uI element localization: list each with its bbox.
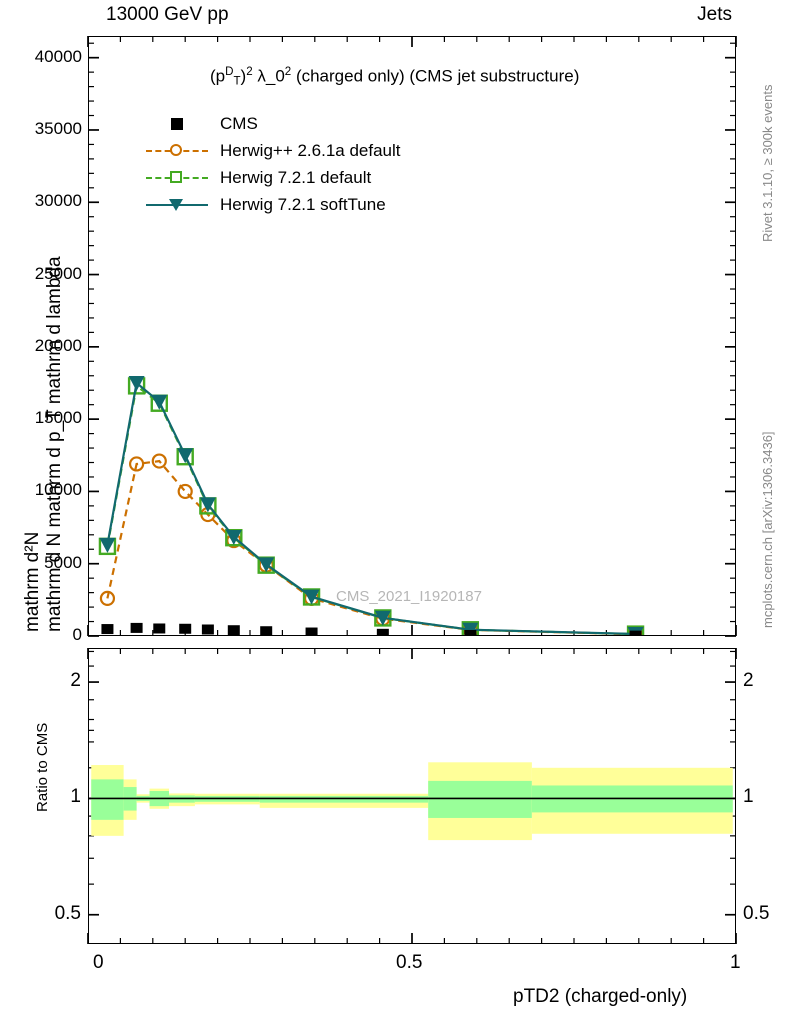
open-square-icon xyxy=(170,170,182,183)
marker-cms-6 xyxy=(260,626,273,635)
marker-cms-5 xyxy=(227,625,240,635)
marker-triangle-4 xyxy=(199,497,216,513)
title-sup-D: D xyxy=(225,66,234,78)
marker-cms-1 xyxy=(130,622,143,633)
open-circle-icon xyxy=(170,143,182,156)
marker-cms-2 xyxy=(153,623,166,634)
title-lambda: λ_0 xyxy=(257,66,285,86)
title-paren: ) xyxy=(240,66,247,86)
marker-circle-3 xyxy=(177,483,193,500)
filled-triangle-down-icon xyxy=(169,198,183,211)
marker-cms-7 xyxy=(305,627,318,635)
series-line-1 xyxy=(106,459,636,635)
y-tick-label-2: 10000 xyxy=(34,480,82,500)
legend-key-herwigpp xyxy=(146,141,208,161)
x-axis-title: pTD2 (charged-only) xyxy=(513,986,688,1007)
band-inner xyxy=(91,779,124,820)
marker-triangle-9 xyxy=(462,622,479,635)
marker-cms-9 xyxy=(464,629,477,635)
legend-item-herwig721-default[interactable]: Herwig 7.2.1 default xyxy=(146,164,401,191)
x-tick-label-0: 0 xyxy=(93,952,104,973)
marker-triangle-1 xyxy=(128,375,145,391)
marker-cms-8 xyxy=(376,628,389,635)
legend-item-herwigpp[interactable]: Herwig++ 2.6.1a default xyxy=(146,137,401,164)
marker-triangle-5 xyxy=(225,529,242,545)
filled-square-icon xyxy=(171,117,183,130)
y-tick-label-8: 40000 xyxy=(34,46,82,66)
legend-item-cms[interactable]: CMS xyxy=(146,110,401,137)
series-group xyxy=(98,375,645,635)
y-tick-label-3: 15000 xyxy=(34,408,82,428)
legend-key-herwig721-default xyxy=(146,168,208,188)
title-lambda-exp: 2 xyxy=(284,66,292,78)
legend-label-cms: CMS xyxy=(220,113,258,133)
y-tick-label-0: 0 xyxy=(72,625,82,644)
ratio-tick-label-right-0: 0.5 xyxy=(743,902,770,924)
title-exp2: 2 xyxy=(246,66,253,78)
band-inner xyxy=(259,795,429,803)
marker-triangle-2 xyxy=(151,394,168,410)
ratio-uncertainty-bands xyxy=(91,762,733,841)
y-tick-label-7: 35000 xyxy=(34,118,82,138)
ratio-tick-label-left-1: 1 xyxy=(70,786,81,808)
main-plot-frame xyxy=(88,36,736,636)
ratio-tick-label-left-2: 2 xyxy=(70,670,81,692)
marker-cms-0 xyxy=(101,624,114,635)
marker-cms-3 xyxy=(179,623,192,634)
marker-triangle-3 xyxy=(177,448,194,464)
legend-item-herwig721-softtune[interactable]: Herwig 7.2.1 softTune xyxy=(146,191,401,218)
legend-label-herwigpp: Herwig++ 2.6.1a default xyxy=(220,140,401,160)
analysis-watermark: CMS_2021_I1920187 xyxy=(336,588,482,605)
x-tick-label-1: 0.5 xyxy=(396,952,423,973)
title-p: (p xyxy=(210,66,226,86)
ratio-tick-label-left-0: 0.5 xyxy=(54,902,81,924)
series-line-3 xyxy=(106,380,636,635)
y-tick-label-5: 25000 xyxy=(34,263,82,283)
ratio-tick-label-right-1: 1 xyxy=(743,786,754,808)
legend-label-herwig721-default: Herwig 7.2.1 default xyxy=(220,167,372,187)
marker-cms-4 xyxy=(201,624,214,635)
marker-cms-10 xyxy=(629,630,642,635)
y-tick-label-4: 20000 xyxy=(34,335,82,355)
legend: CMS Herwig++ 2.6.1a default Herwig 7.2.1… xyxy=(146,110,401,218)
marker-triangle-6 xyxy=(258,557,275,573)
marker-circle-2 xyxy=(151,453,167,469)
marker-circle-1 xyxy=(129,456,145,472)
title-rest: (charged only) (CMS jet substructure) xyxy=(295,66,580,86)
legend-key-herwig721-softtune xyxy=(146,195,208,215)
marker-triangle-0 xyxy=(99,537,116,553)
marker-circle-0 xyxy=(99,590,116,607)
band-inner xyxy=(428,780,532,818)
marker-triangle-8 xyxy=(374,610,391,626)
legend-label-herwig721-softtune: Herwig 7.2.1 softTune xyxy=(220,194,386,214)
plot-title: (pDT)2 λ_02 (charged only) (CMS jet subs… xyxy=(210,66,579,88)
x-tick-label-2: 1 xyxy=(730,952,741,973)
series-line-2 xyxy=(106,383,636,635)
legend-key-cms xyxy=(146,114,208,134)
y-tick-label-1: 5000 xyxy=(44,552,82,572)
ratio-tick-label-right-2: 2 xyxy=(743,670,754,692)
header-beam-label: 13000 GeV pp xyxy=(106,4,229,25)
header-process-label: Jets xyxy=(697,4,732,25)
title-sub-T: T xyxy=(233,75,241,88)
marker-triangle-7 xyxy=(303,589,320,605)
y-tick-label-6: 30000 xyxy=(34,191,82,211)
